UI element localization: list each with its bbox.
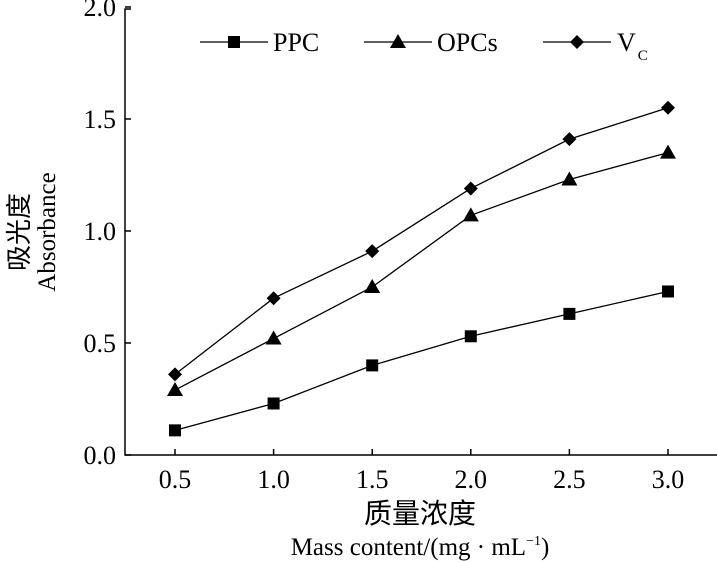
series-v: [168, 100, 675, 382]
data-point-square: [662, 285, 674, 298]
y-axis: [124, 8, 717, 456]
x-tick-label: 2.5: [553, 465, 586, 494]
x-tick-label: 2.0: [455, 465, 488, 494]
legend: PPC OPCs V C: [200, 28, 648, 64]
data-point-square: [464, 330, 477, 343]
data-point-diamond: [365, 244, 380, 259]
data-point-diamond: [661, 100, 675, 115]
data-point-diamond: [266, 291, 281, 306]
data-point-triangle: [462, 207, 479, 222]
x-axis-label: Mass content/(mg · mL−1): [291, 534, 550, 561]
legend-label-text: PPC: [273, 28, 319, 57]
data-point-triangle: [364, 279, 381, 293]
x-tick-label: 1.5: [356, 465, 389, 494]
x-tick-label: 3.0: [652, 465, 685, 494]
data-point-diamond: [463, 181, 478, 196]
x-axis-label-cn: 质量浓度: [364, 498, 476, 530]
y-tick-label: 0.0: [84, 441, 117, 470]
data-point-triangle: [660, 144, 676, 159]
legend-marker-diamond: [570, 35, 584, 49]
data-point-square: [169, 424, 181, 437]
series-opcs: [167, 144, 676, 397]
y-ticks: 0.0 0.5 1.0 1.5 2.0: [84, 0, 131, 470]
x-axis-label-sup: −1: [526, 534, 541, 549]
data-point-triangle: [167, 382, 183, 397]
y-tick-label: 0.5: [84, 329, 117, 358]
series-line: [174, 290, 669, 431]
x-ticks: 0.5 1.0 1.5 2.0 2.5 3.0: [159, 449, 685, 494]
legend-label: PPC: [273, 28, 319, 57]
y-tick-label: 2.0: [84, 0, 117, 22]
legend-label: OPCs: [437, 28, 498, 57]
data-point-diamond: [168, 367, 182, 382]
data-point-square: [366, 359, 379, 372]
x-tick-label: 0.5: [159, 465, 192, 494]
legend-label-text: V: [617, 28, 636, 57]
legend-marker-triangle: [390, 34, 406, 48]
x-axis-label-main: Mass content/(mg · mL: [291, 534, 526, 561]
data-point-triangle: [265, 330, 282, 345]
y-tick-label: 1.0: [84, 217, 117, 246]
data-point-triangle: [561, 171, 578, 186]
legend-item: PPC: [200, 28, 319, 57]
legend-label-text: OPCs: [437, 28, 498, 57]
legend-marker-square: [228, 36, 240, 48]
y-tick-label: 1.5: [84, 105, 117, 134]
series-line: [174, 107, 669, 375]
y-axis-label-cn: 吸光度: [5, 193, 34, 271]
legend-item: OPCs: [364, 28, 498, 57]
x-tick-label: 1.0: [257, 465, 290, 494]
data-point-square: [267, 397, 280, 410]
series-group: [167, 100, 676, 437]
legend-label-subscript: C: [638, 48, 648, 64]
data-point-diamond: [562, 132, 577, 147]
y-axis-label: Absorbance: [34, 172, 61, 291]
x-axis-label-end: ): [541, 534, 549, 561]
series-ppc: [169, 285, 674, 437]
data-point-square: [563, 307, 576, 320]
series-line: [174, 151, 669, 391]
axes: [124, 8, 717, 456]
